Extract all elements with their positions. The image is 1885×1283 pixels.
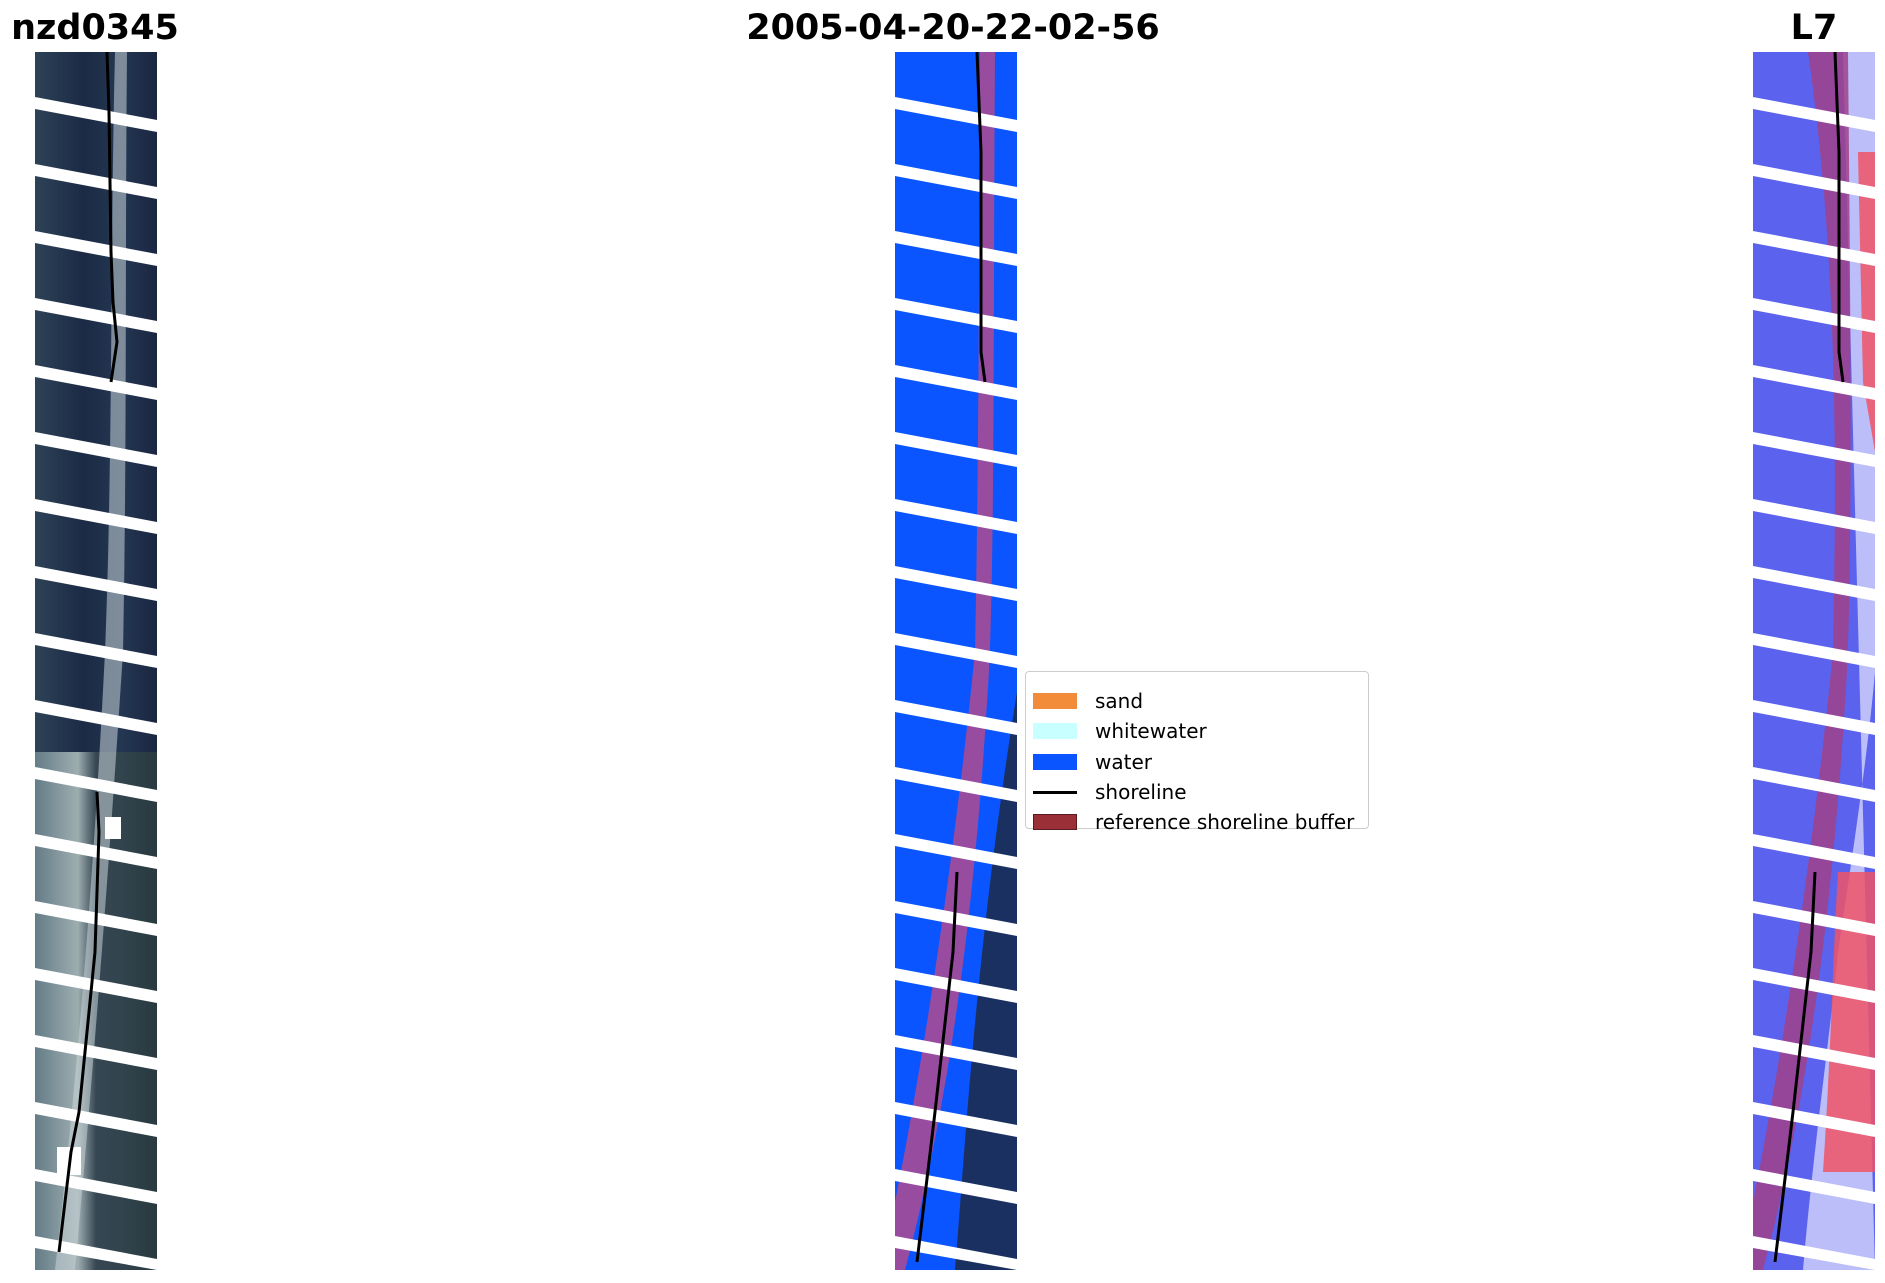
index-image bbox=[1753, 52, 1875, 1270]
legend-item-reference-shoreline-buffer: reference shoreline buffer bbox=[1033, 810, 1355, 834]
legend-label: shoreline bbox=[1095, 780, 1187, 804]
legend-label: reference shoreline buffer bbox=[1095, 810, 1355, 834]
image-date-title: 2005-04-20-22-02-56 bbox=[746, 8, 1160, 48]
legend-item-sand: sand bbox=[1033, 689, 1144, 713]
satellite-title: L7 bbox=[1790, 8, 1838, 48]
index-image-panel bbox=[1753, 52, 1875, 1270]
classified-image-panel bbox=[895, 52, 1017, 1270]
whitewater-swatch-icon bbox=[1033, 723, 1077, 739]
legend-item-shoreline: shoreline bbox=[1033, 780, 1187, 804]
rgb-image bbox=[35, 52, 157, 1270]
legend-label: water bbox=[1095, 750, 1152, 774]
legend-item-whitewater: whitewater bbox=[1033, 719, 1207, 743]
legend: sand whitewater water shoreline referenc… bbox=[1025, 671, 1369, 834]
legend-label: sand bbox=[1095, 689, 1144, 713]
sand-swatch-icon bbox=[1033, 693, 1077, 709]
rgb-panel-title: nzd0345 bbox=[11, 8, 179, 48]
buffer-swatch-icon bbox=[1033, 814, 1077, 830]
classified-image bbox=[895, 52, 1017, 1270]
shoreline-line-icon bbox=[1033, 790, 1077, 794]
legend-label: whitewater bbox=[1095, 719, 1207, 743]
rgb-image-panel bbox=[35, 52, 157, 1270]
legend-item-water: water bbox=[1033, 750, 1152, 774]
water-swatch-icon bbox=[1033, 754, 1077, 770]
